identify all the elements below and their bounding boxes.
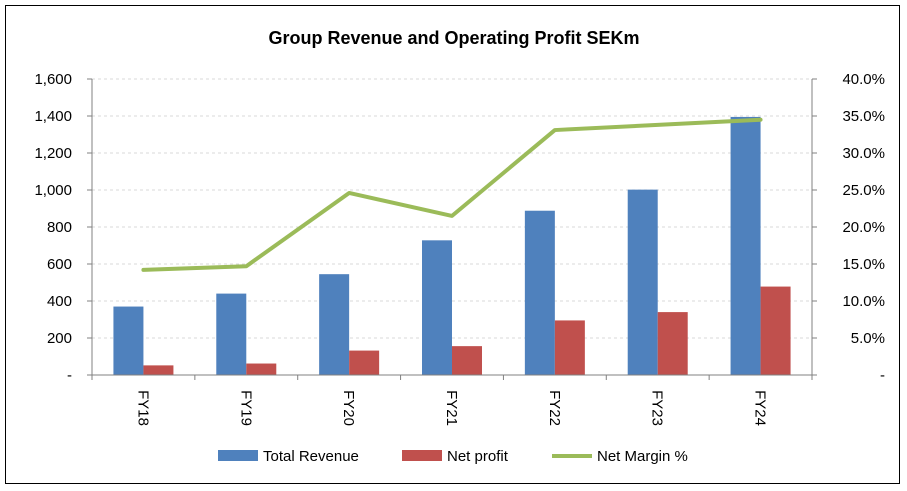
margin-line: [141, 117, 763, 272]
y-left-tick-label: 1,000: [34, 182, 72, 199]
y-left-tick-label: 1,400: [34, 108, 72, 125]
x-tick-label: FY18: [134, 390, 151, 426]
bar-total-revenue: [216, 293, 247, 375]
bar-total-revenue: [319, 274, 350, 375]
y-left-tick-label: 200: [47, 330, 72, 347]
bar-net-profit: [452, 346, 482, 375]
y-left-tick-label: 800: [47, 219, 72, 236]
bar-total-revenue: [730, 116, 761, 376]
y-left-tick-label: 600: [47, 256, 72, 273]
y-right-tick-label: 15.0%: [842, 256, 885, 273]
legend: Total Revenue Net profit Net Margin %: [218, 448, 688, 465]
y-right-tick-label: 25.0%: [842, 182, 885, 199]
chart-title: Group Revenue and Operating Profit SEKm: [268, 28, 639, 48]
bar-net-profit: [760, 286, 791, 375]
y-left-tick-label: 400: [47, 293, 72, 310]
x-tick-label: FY23: [649, 390, 666, 426]
bar-net-profit: [349, 350, 380, 375]
x-tick-label: FY21: [443, 390, 460, 426]
bar-net-profit: [657, 312, 688, 375]
y-right-tick-label: 5.0%: [851, 330, 885, 347]
y-right-tick-label: -: [880, 367, 885, 384]
bar-net-profit: [143, 365, 174, 375]
x-tick-label: FY22: [546, 390, 563, 426]
y-left-tick-label: 1,200: [34, 145, 72, 162]
legend-label: Net profit: [447, 448, 509, 465]
x-tick-label: FY24: [752, 390, 769, 426]
bar-total-revenue: [422, 240, 452, 375]
bar-net-profit: [554, 320, 585, 375]
legend-net-profit: Net profit: [402, 448, 509, 465]
axes: - 200 400 600 800 1,000 1,200 1,400 1,600 - 5.0% 10…: [34, 71, 885, 426]
x-tick-label: FY20: [340, 390, 357, 426]
x-tick-label: FY19: [237, 390, 254, 426]
y-right-tick-label: 10.0%: [842, 293, 885, 310]
legend-label: Total Revenue: [263, 448, 359, 465]
y-left-tick-label: -: [67, 367, 72, 384]
net-margin-line: [141, 117, 763, 272]
legend-swatch: [402, 450, 442, 461]
y-right-tick-label: 35.0%: [842, 108, 885, 125]
gridlines: [92, 78, 812, 339]
bar-total-revenue: [113, 306, 144, 375]
legend-swatch: [218, 450, 258, 461]
legend-total-revenue: Total Revenue: [218, 448, 359, 465]
bar-net-profit: [246, 363, 277, 375]
legend-label: Net Margin %: [597, 448, 688, 465]
bars: [113, 116, 791, 376]
bar-total-revenue: [524, 210, 555, 375]
legend-net-margin: Net Margin %: [552, 448, 688, 465]
y-right-tick-label: 20.0%: [842, 219, 885, 236]
y-left-tick-label: 1,600: [34, 71, 72, 88]
y-right-tick-label: 40.0%: [842, 71, 885, 88]
bar-total-revenue: [627, 189, 658, 375]
y-right-tick-label: 30.0%: [842, 145, 885, 162]
